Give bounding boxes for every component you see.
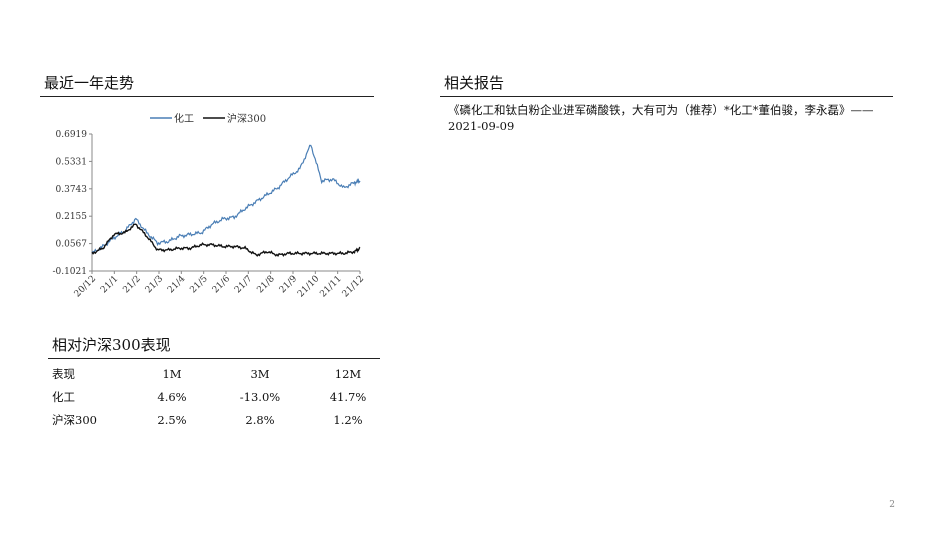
row-value-3m: -13.0% bbox=[239, 389, 281, 404]
y-tick-label: 0.0567 bbox=[56, 240, 88, 250]
y-tick-label: 0.6919 bbox=[56, 130, 88, 140]
performance-table: 表现 1M 3M 12M 化工 4.6% -13.0% 41.7% 沪深300 … bbox=[52, 362, 386, 431]
x-tick-label: 21/4 bbox=[166, 274, 188, 296]
plot-lines bbox=[91, 144, 361, 258]
row-value-1m: 2.5% bbox=[157, 412, 187, 427]
table-header-row: 表现 1M 3M 12M bbox=[52, 362, 386, 385]
related-report-item[interactable]: 《磷化工和钛白粉企业进军磷酸铁，大有可为（推荐）*化工*董伯骏，李永磊》——20… bbox=[448, 103, 874, 133]
x-tick-label: 21/7 bbox=[233, 274, 255, 296]
y-tick-label: -0.1021 bbox=[52, 267, 87, 277]
trend-section-title: 最近一年走势 bbox=[44, 74, 135, 92]
x-tick-label: 21/8 bbox=[255, 274, 277, 296]
row-value-12m: 1.2% bbox=[333, 412, 363, 427]
header-cell-12m: 12M bbox=[334, 366, 362, 381]
row-label: 化工 bbox=[52, 389, 75, 404]
table-row: 沪深300 2.5% 2.8% 1.2% bbox=[52, 408, 386, 431]
y-tick-label: 0.3743 bbox=[56, 185, 88, 195]
performance-section-divider bbox=[48, 358, 380, 359]
y-tick-label: 0.5331 bbox=[56, 157, 88, 167]
y-axis: 0.6919 0.5331 0.3743 0.2155 0.0567 -0.1021 bbox=[52, 130, 93, 277]
row-value-1m: 4.6% bbox=[157, 389, 187, 404]
table-row: 化工 4.6% -13.0% 41.7% bbox=[52, 385, 386, 408]
y-tick-label: 0.2155 bbox=[56, 212, 88, 222]
row-value-12m: 41.7% bbox=[329, 389, 367, 404]
x-tick-label: 21/6 bbox=[211, 274, 233, 296]
series-line-csi300 bbox=[91, 223, 361, 258]
performance-section-title: 相对沪深300表现 bbox=[52, 336, 171, 354]
x-tick-label: 21/3 bbox=[144, 274, 166, 296]
reports-section-title: 相关报告 bbox=[444, 74, 505, 92]
legend-label-csi300: 沪深300 bbox=[227, 112, 266, 125]
x-tick-label: 21/10 bbox=[296, 274, 322, 300]
x-tick-label: 21/2 bbox=[121, 274, 142, 295]
x-tick-label: 21/5 bbox=[188, 274, 210, 296]
trend-section-divider bbox=[40, 96, 374, 97]
x-axis: 20/12 21/1 21/2 21/3 21/4 21/5 21/6 21/7 21/8 21/… bbox=[73, 270, 366, 300]
legend-label-chemical: 化工 bbox=[174, 112, 194, 125]
x-tick-label: 21/11 bbox=[318, 274, 343, 299]
x-tick-label: 21/1 bbox=[99, 274, 120, 295]
trend-line-chart: 化工 沪深300 0.6919 0.5331 0.3743 0.2155 0.0567 -… bbox=[52, 112, 366, 300]
chart-legend: 化工 沪深300 bbox=[150, 112, 266, 125]
row-label: 沪深300 bbox=[52, 412, 97, 427]
x-tick-label: 20/12 bbox=[73, 274, 98, 299]
header-cell-label: 表现 bbox=[52, 366, 75, 381]
x-tick-label: 21/12 bbox=[341, 274, 366, 299]
series-line-chemical bbox=[91, 144, 361, 254]
page-number: 2 bbox=[889, 500, 895, 510]
header-cell-1m: 1M bbox=[162, 366, 182, 381]
reports-section-divider bbox=[440, 96, 893, 97]
header-cell-3m: 3M bbox=[250, 366, 270, 381]
row-value-3m: 2.8% bbox=[245, 412, 275, 427]
